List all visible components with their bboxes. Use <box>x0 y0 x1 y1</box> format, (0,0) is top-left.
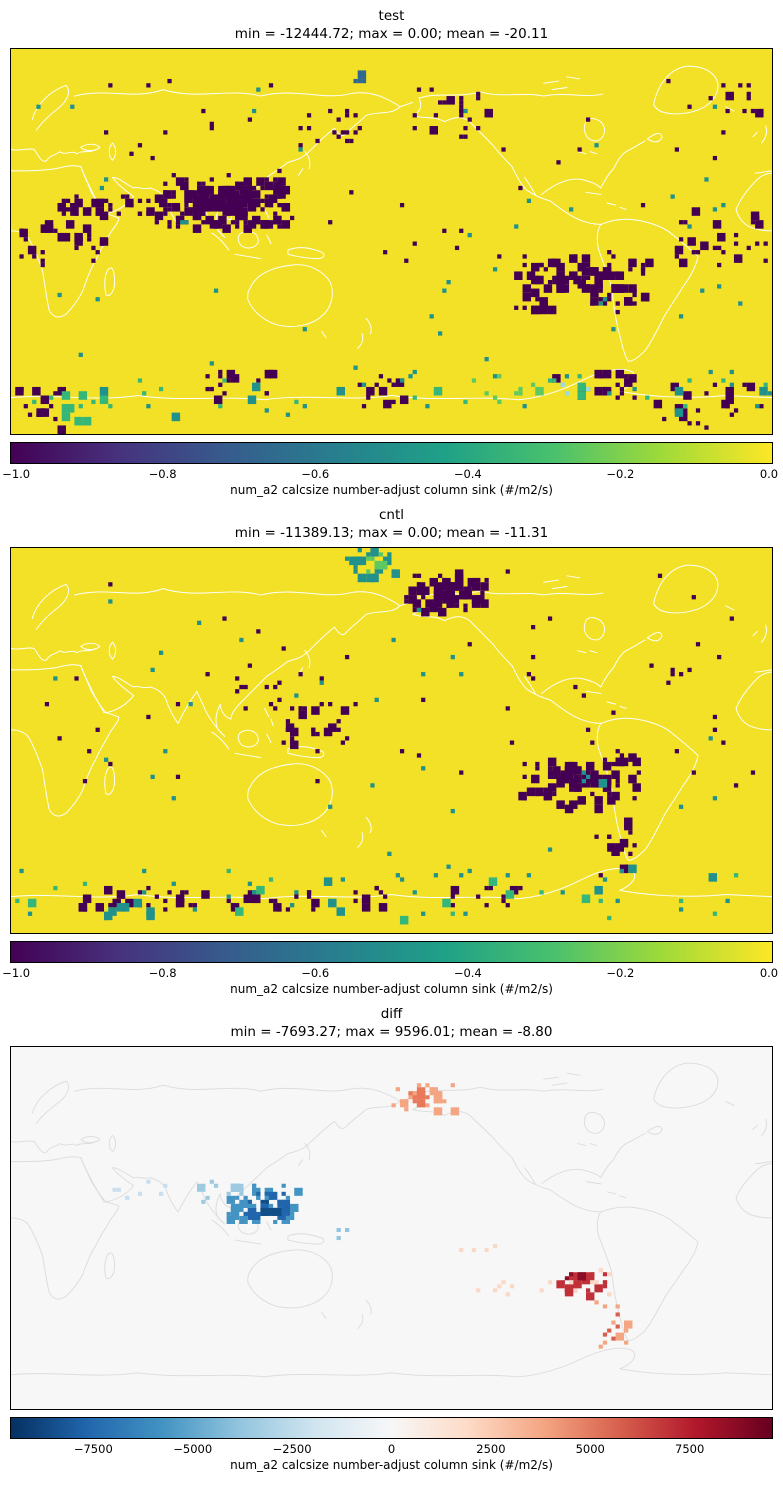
map-canvas <box>11 548 772 934</box>
map-background <box>11 49 772 435</box>
data-cells <box>15 70 772 435</box>
colorbar <box>10 442 773 465</box>
map-test <box>10 48 773 436</box>
colorbar-label: num_a2 calcsize number-adjust column sin… <box>230 483 553 498</box>
colorbar-tick: 7500 <box>675 1442 705 1457</box>
colorbar-tick: −1.0 <box>2 966 31 981</box>
panel-stats: min = -11389.13; max = 0.00; mean = -11.… <box>234 524 549 541</box>
map-background <box>11 548 772 934</box>
panel-cntl: cntl min = -11389.13; max = 0.00; mean =… <box>0 499 783 998</box>
colorbar-tick: 0.0 <box>759 467 779 482</box>
colorbar-tick: 0.0 <box>759 966 779 981</box>
panel-stats: min = -7693.27; max = 9596.01; mean = -8… <box>230 1023 553 1040</box>
data-cells <box>15 548 756 925</box>
panel-test: test min = -12444.72; max = 0.00; mean =… <box>0 0 783 499</box>
colorbar-tick: −0.4 <box>453 467 482 482</box>
colorbar-label: num_a2 calcsize number-adjust column sin… <box>230 982 553 997</box>
panel-title: cntl <box>378 507 405 524</box>
map-cntl <box>10 547 773 935</box>
map-canvas <box>11 1047 772 1410</box>
panel-diff: diff min = -7693.27; max = 9596.01; mean… <box>0 998 783 1474</box>
colorbar-tick: 0 <box>387 1442 396 1457</box>
colorbar-label: num_a2 calcsize number-adjust column sin… <box>230 1458 553 1473</box>
colorbar-tick: −0.2 <box>606 467 635 482</box>
panel-title: test <box>378 8 405 24</box>
colorbar-tick: 5000 <box>575 1442 605 1457</box>
data-cells <box>112 1083 633 1349</box>
colorbar-ticks: −1.0 −0.8 −0.6 −0.4 −0.2 0.0 <box>2 467 778 482</box>
colorbar <box>10 941 773 964</box>
map-canvas <box>11 49 772 435</box>
colorbar-ticks: −7500 −5000 −2500 0 2500 5000 7500 <box>10 1442 773 1457</box>
colorbar-tick: −2500 <box>272 1442 312 1457</box>
colorbar-tick: −0.6 <box>301 467 330 482</box>
colorbar-tick: −5000 <box>173 1442 213 1457</box>
colorbar-tick: −7500 <box>73 1442 113 1457</box>
colorbar-tick: 2500 <box>476 1442 506 1457</box>
colorbar-tick: −0.8 <box>148 467 177 482</box>
colorbar-ticks: −1.0 −0.8 −0.6 −0.4 −0.2 0.0 <box>2 966 778 981</box>
colorbar-tick: −0.6 <box>301 966 330 981</box>
colorbar-tick: −0.4 <box>453 966 482 981</box>
colorbar-tick: −1.0 <box>2 467 31 482</box>
map-diff <box>10 1046 773 1411</box>
map-background <box>11 1047 772 1410</box>
panel-title: diff <box>380 1006 403 1023</box>
colorbar-tick: −0.2 <box>606 966 635 981</box>
panel-stats: min = -12444.72; max = 0.00; mean = -20.… <box>234 25 549 42</box>
colorbar-tick: −0.8 <box>148 966 177 981</box>
colorbar <box>10 1417 773 1440</box>
